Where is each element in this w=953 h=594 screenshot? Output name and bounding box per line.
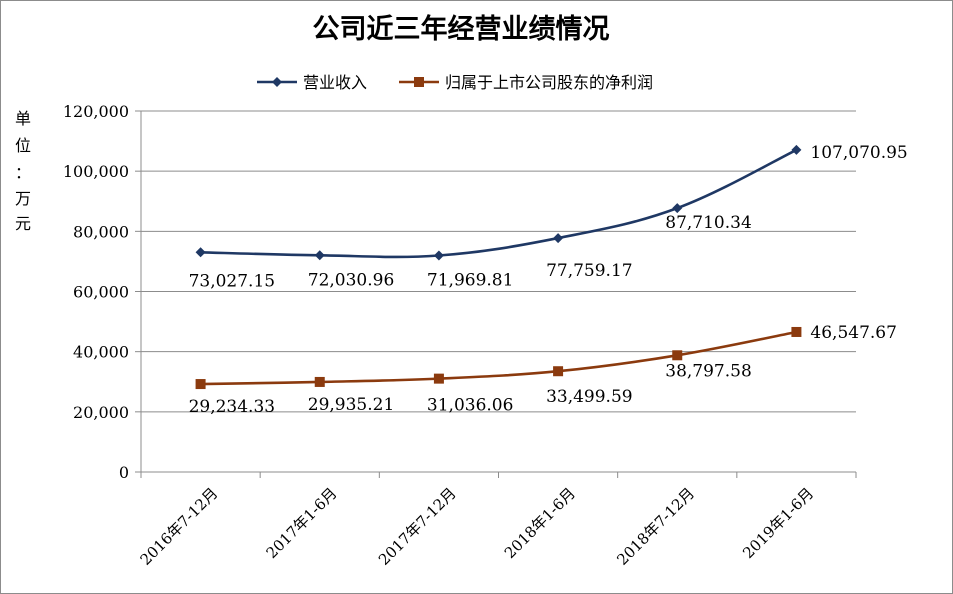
x-tick-label: 2018年7-12月 bbox=[613, 484, 698, 569]
y-tick-label: 40,000 bbox=[73, 343, 129, 362]
data-label: 29,234.33 bbox=[189, 397, 276, 417]
series-marker-diamond bbox=[672, 203, 683, 214]
series-marker-square bbox=[791, 326, 802, 337]
legend-marker-square bbox=[414, 77, 424, 87]
data-label: 72,030.96 bbox=[308, 270, 395, 290]
unit-char: 万 bbox=[15, 189, 31, 208]
data-labels: 73,027.15 72,030.96 71,969.81 77,759.17 87,7… bbox=[189, 143, 908, 417]
series-line-2 bbox=[200, 330, 797, 386]
legend: 营业收入 归属于上市公司股东的净利润 bbox=[257, 73, 653, 92]
data-label: 33,499.59 bbox=[546, 387, 633, 407]
series-marker-square bbox=[314, 376, 325, 387]
y-tick-label: 120,000 bbox=[63, 102, 129, 121]
x-tick-label: 2016年7-12月 bbox=[137, 484, 222, 569]
x-tick-label: 2019年1-6月 bbox=[739, 484, 817, 562]
series-marker-diamond bbox=[433, 250, 444, 261]
series-marker-square bbox=[195, 379, 206, 390]
unit-char: 单 bbox=[15, 109, 31, 128]
data-label: 87,710.34 bbox=[665, 213, 752, 233]
data-label: 38,797.58 bbox=[665, 361, 752, 381]
data-label: 77,759.17 bbox=[546, 261, 633, 281]
axes: 0 20,000 40,000 60,000 80,000 100,000 120,000 2… bbox=[63, 102, 857, 569]
y-tick-label: 0 bbox=[119, 463, 129, 482]
unit-char: ： bbox=[15, 163, 31, 182]
y-tick-label: 20,000 bbox=[73, 403, 129, 422]
y-tick-label: 60,000 bbox=[73, 283, 129, 302]
unit-char: 位 bbox=[15, 136, 31, 155]
data-label: 29,935.21 bbox=[308, 395, 395, 415]
series-marker-diamond bbox=[195, 247, 206, 258]
data-label: 31,036.06 bbox=[427, 396, 514, 416]
gridlines bbox=[141, 110, 856, 413]
unit-char: 元 bbox=[15, 214, 31, 233]
y-tick-label: 80,000 bbox=[73, 222, 129, 241]
x-tick-label: 2018年1-6月 bbox=[501, 484, 579, 562]
chart-title: 公司近三年经营业绩情况 bbox=[312, 14, 610, 45]
x-tick-label: 2017年1-6月 bbox=[263, 484, 341, 562]
legend-label-revenue: 营业收入 bbox=[303, 73, 367, 92]
y-axis-unit-label: 单位 ： 万元 bbox=[15, 109, 31, 233]
legend-marker-diamond bbox=[272, 77, 282, 87]
series-marker-diamond bbox=[553, 233, 564, 244]
data-label: 107,070.95 bbox=[810, 143, 907, 163]
data-label: 73,027.15 bbox=[189, 271, 276, 291]
series-marker-diamond bbox=[791, 144, 802, 155]
series-marker-square bbox=[672, 350, 683, 361]
x-tick-label: 2017年7-12月 bbox=[375, 484, 460, 569]
series-marker-square bbox=[553, 366, 564, 377]
y-tick-label: 100,000 bbox=[63, 162, 129, 181]
legend-label-net-profit: 归属于上市公司股东的净利润 bbox=[445, 73, 653, 92]
series-group bbox=[195, 144, 802, 390]
series-line-1 bbox=[200, 148, 797, 259]
data-label: 46,547.67 bbox=[810, 323, 897, 343]
series-marker-square bbox=[433, 373, 444, 384]
series-marker-diamond bbox=[314, 250, 325, 261]
data-label: 71,969.81 bbox=[427, 270, 514, 290]
